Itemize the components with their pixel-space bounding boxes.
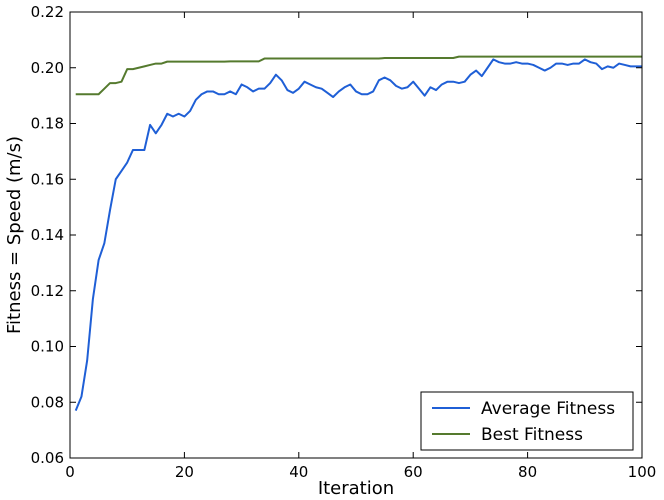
x-axis-label: Iteration (318, 478, 394, 499)
legend-box (420, 391, 634, 451)
x-tick-label: 60 (404, 463, 423, 481)
series-layer (74, 55, 642, 411)
legend: Average Fitness Best Fitness (420, 391, 634, 451)
y-axis-label: Fitness = Speed (m/s) (4, 136, 25, 334)
series-line-average-fitness (74, 58, 642, 411)
y-tick-label: 0.22 (31, 3, 64, 21)
y-tick-label: 0.06 (31, 449, 64, 467)
plot-area (70, 12, 642, 458)
y-axis-ticks: 0.06 0.08 0.10 0.12 0.14 0.16 0.18 0.20 0.22 (31, 3, 642, 467)
legend-label-average-fitness: Average Fitness (481, 399, 615, 419)
y-tick-label: 0.14 (31, 226, 64, 244)
x-axis-ticks: 0 20 40 60 80 100 (65, 12, 656, 481)
x-tick-label: 0 (65, 463, 75, 481)
y-tick-label: 0.10 (31, 338, 64, 356)
y-tick-label: 0.08 (31, 393, 64, 411)
y-tick-label: 0.18 (31, 115, 64, 133)
legend-label-best-fitness: Best Fitness (481, 425, 583, 445)
series-line-best-fitness (75, 55, 642, 96)
x-tick-label: 20 (175, 463, 194, 481)
y-tick-label: 0.20 (31, 59, 64, 77)
x-tick-label: 80 (518, 463, 537, 481)
y-tick-label: 0.12 (31, 282, 64, 300)
x-tick-label: 100 (628, 463, 657, 481)
y-tick-label: 0.16 (31, 170, 64, 188)
x-tick-label: 40 (289, 463, 308, 481)
